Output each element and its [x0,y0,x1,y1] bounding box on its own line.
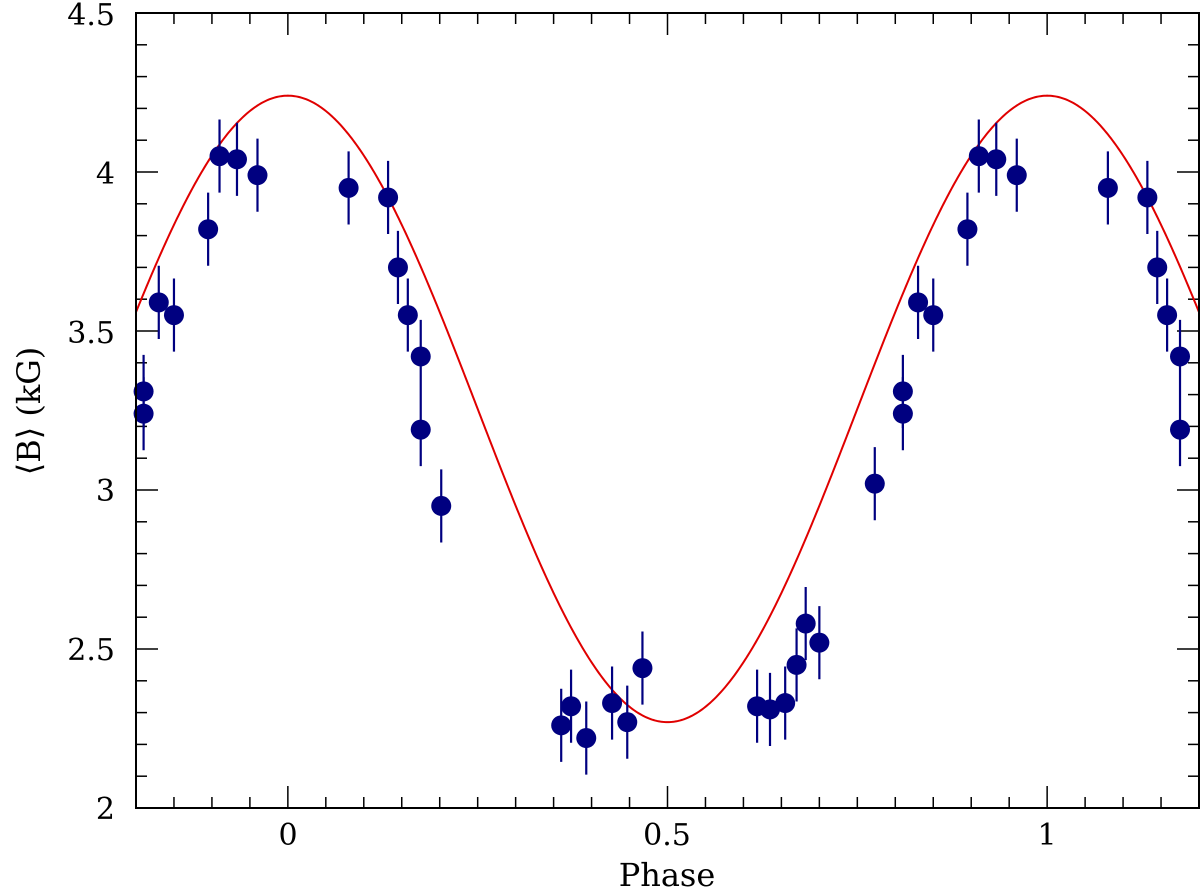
y-axis-label: ⟨B⟩ (kG) [10,347,48,476]
data-point [198,219,219,240]
y-tick-label-4.5: 4.5 [67,0,115,33]
fit-curve [135,94,1200,724]
data-point [908,292,929,313]
data-point [986,149,1007,170]
data-point [632,658,653,679]
data-point [1157,305,1178,326]
y-tick-label-2: 2 [96,792,115,827]
data-point [551,715,572,736]
x-tick-marks [135,13,1200,808]
data-point [1170,419,1191,440]
data-point [1006,165,1027,186]
data-point [397,305,418,326]
data-point [387,257,408,278]
data-point [561,696,582,717]
data-point [957,219,978,240]
data-point [209,146,230,167]
plot-frame [135,12,1200,809]
data-point [148,292,169,313]
data-point [864,473,885,494]
data-point [775,693,796,714]
data-point [163,305,184,326]
y-tick-marks [136,12,1199,809]
y-tick-label-3: 3 [96,474,115,509]
data-point [786,654,807,675]
data-point [247,165,268,186]
data-point [576,728,597,749]
x-tick-label-0: 0 [278,818,297,853]
x-tick-label-0.5: 0.5 [643,818,691,853]
data-point [133,403,154,424]
y-tick-label-3.5: 3.5 [67,316,115,351]
x-axis-label: Phase [619,856,716,891]
data-point [1147,257,1168,278]
data-point [760,699,781,720]
x-tick-label-1: 1 [1037,818,1056,853]
data-point [410,419,431,440]
data-point [410,346,431,367]
data-points [133,119,1191,775]
y-tick-label-4: 4 [96,157,115,192]
data-point [338,177,359,198]
data-point [431,495,452,516]
y-tick-label-2.5: 2.5 [67,633,115,668]
data-point [1137,187,1158,208]
data-point [968,146,989,167]
data-point [617,712,638,733]
data-point [795,613,816,634]
data-point [1170,346,1191,367]
data-point [378,187,399,208]
data-point [226,149,247,170]
data-point [1097,177,1118,198]
data-point [923,305,944,326]
data-point [809,632,830,653]
data-point [602,693,623,714]
data-point [892,403,913,424]
